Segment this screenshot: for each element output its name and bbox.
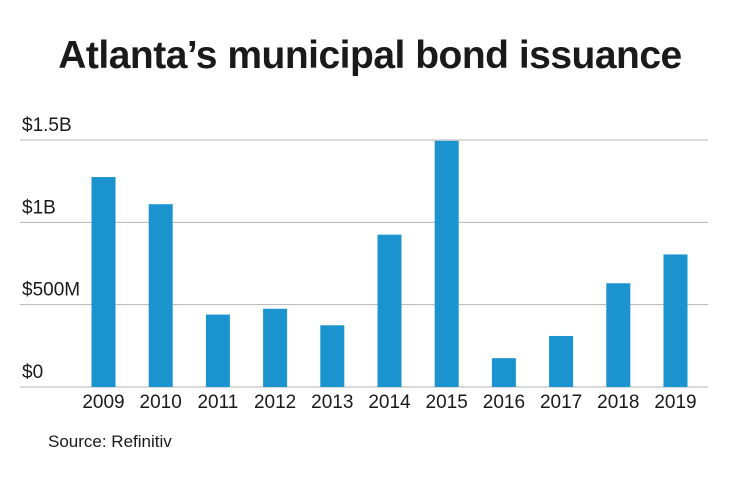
bar-2013 [320,325,345,387]
x-tick-label: 2016 [483,392,525,413]
x-tick-label: 2009 [82,392,124,413]
y-tick-label: $1B [22,197,56,218]
x-tick-label: 2010 [140,392,182,413]
x-tick-label: 2019 [654,392,696,413]
bars [91,140,688,387]
bar-2014 [377,234,402,387]
x-tick-label: 2015 [426,392,468,413]
y-axis-tick-labels: $0 $500M $1B $1.5B [22,115,80,383]
x-tick-label: 2013 [311,392,353,413]
bar-2019 [663,254,688,387]
gridlines [20,139,708,388]
x-tick-label: 2011 [197,392,238,413]
x-tick-label: 2018 [597,392,639,413]
x-tick-label: 2014 [368,392,411,413]
y-tick-label: $500M [22,280,80,301]
x-tick-label: 2012 [254,392,296,413]
chart-title: Atlanta’s municipal bond issuance [58,34,682,77]
y-tick-label: $0 [22,362,43,383]
x-axis-tick-labels: 2009 2010 2011 2012 2013 2014 2015 2016 2017 2018… [82,392,696,413]
bar-2015 [434,140,459,387]
y-tick-label: $1.5B [22,115,72,136]
x-tick-label: 2017 [540,392,582,413]
bar-2016 [491,358,516,387]
bar-2010 [148,204,173,387]
bar-2009 [91,177,116,387]
bar-2011 [205,314,230,387]
bar-2017 [549,335,574,387]
source-note: Source: Refinitiv [48,432,172,451]
bar-2012 [263,308,288,387]
bar-2018 [606,283,631,387]
